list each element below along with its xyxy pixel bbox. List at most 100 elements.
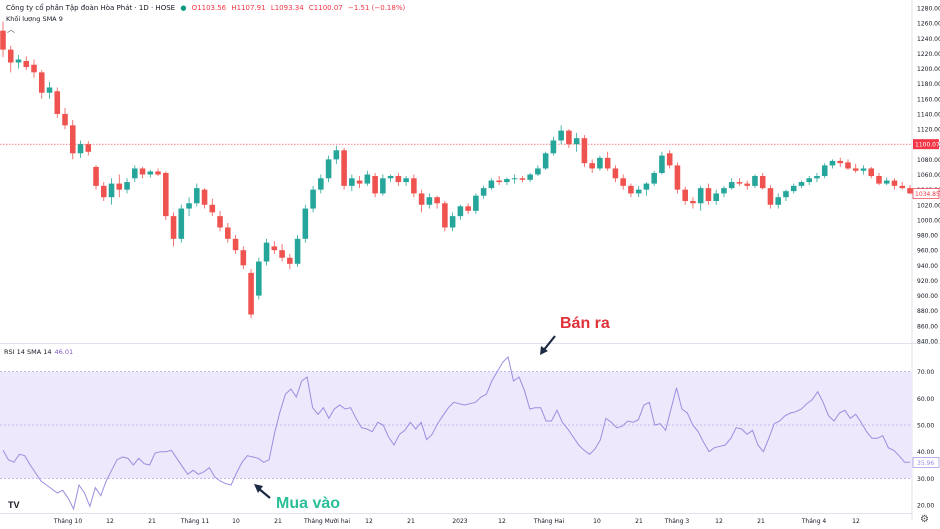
candle-body (814, 176, 820, 179)
current-price-badge (913, 139, 939, 150)
price-tick-label: 1280.00 (917, 6, 940, 13)
candle-body (899, 185, 906, 189)
rsi-tick-label: 40.00 (917, 449, 934, 456)
candle-body (845, 162, 851, 169)
candle-body (519, 178, 526, 180)
candle-body (837, 160, 844, 164)
candle-body (372, 176, 378, 194)
candle-body (697, 188, 704, 204)
sell-arrow-shaft (542, 335, 556, 352)
candle-body (287, 257, 293, 264)
candle-body (15, 59, 22, 63)
time-tick-label: 2023 (452, 518, 467, 525)
candle-body (705, 188, 712, 201)
rsi-tick-label: 50.00 (917, 423, 934, 430)
time-tick-label: Tháng 10 (53, 518, 82, 525)
candle-body (690, 200, 696, 204)
candle-body (325, 159, 332, 179)
price-tick-label: 1240.00 (917, 36, 940, 43)
candle-body (868, 168, 875, 177)
candle-body (860, 168, 867, 171)
candle-body (635, 189, 642, 194)
candle-body (147, 171, 154, 175)
candle-body (542, 153, 549, 169)
candle-body (806, 178, 813, 183)
change-value: −1.51 (−0.18%) (347, 4, 406, 12)
rsi-panel[interactable]: 20.00 30.00 40.00 50.00 60.00 70.00 35.96 (0, 356, 940, 511)
time-tick-label: 21 (757, 518, 765, 525)
time-tick-label: 10 (593, 518, 601, 525)
time-axis[interactable]: Tháng 10 12 21 Tháng 11 10 21 Tháng Mười hai 12… (0, 513, 912, 526)
candle-body (612, 168, 619, 179)
candle-body (783, 191, 789, 198)
candle-body (333, 150, 340, 160)
candle-body (356, 180, 363, 184)
price-tick-label: 1200.00 (917, 66, 940, 73)
tradingview-logo[interactable]: TV (8, 500, 20, 510)
candle-body (263, 242, 270, 262)
chevron-up-icon[interactable]: ︿ (7, 25, 15, 34)
price-tick-label: 1020.00 (917, 202, 940, 209)
candle-body (604, 157, 611, 169)
time-tick-label: 12 (498, 518, 506, 525)
candle-body (232, 238, 239, 251)
time-tick-label: 10 (232, 518, 240, 525)
price-tick-label: 1260.00 (917, 21, 940, 28)
candle-body (674, 165, 681, 190)
high-value: H1107.91 (231, 4, 266, 12)
candle-body (124, 182, 130, 190)
candle-body (566, 130, 572, 145)
time-tick-label: 21 (407, 518, 415, 525)
rsi-label: RSI 14 SMA 14 (4, 348, 52, 356)
time-tick-label: Tháng 3 (664, 518, 690, 525)
rsi-value: 46.01 (54, 348, 74, 356)
last-price-label: 1034.85 (915, 191, 940, 198)
price-tick-label: 1060.00 (917, 172, 940, 179)
price-tick-label: 1220.00 (917, 51, 940, 58)
time-tick-label: Tháng 4 (801, 518, 827, 525)
candle-body (535, 168, 541, 175)
price-tick-label: 920.00 (917, 278, 938, 285)
candle-body (589, 163, 595, 169)
candle-body (891, 180, 898, 186)
candle-body (682, 189, 688, 201)
candle-body (23, 60, 30, 68)
candle-body (186, 203, 192, 209)
time-tick-label: Tháng 11 (180, 518, 209, 525)
time-tick-label: 12 (365, 518, 373, 525)
price-tick-label: 900.00 (917, 293, 938, 300)
candle-body (155, 171, 161, 175)
candle-body (100, 185, 107, 198)
symbol-title[interactable]: Công ty cổ phần Tập đoàn Hòa Phát · 1D ·… (6, 4, 176, 12)
rsi-tick-label: 60.00 (917, 396, 934, 403)
candle-body (93, 166, 99, 186)
annotation-arrows (254, 335, 556, 499)
candle-body (581, 138, 588, 164)
gear-icon[interactable]: ⚙ (920, 514, 929, 525)
candle-body (108, 183, 115, 198)
time-tick-label: 12 (106, 518, 114, 525)
candle-body (597, 157, 603, 169)
rsi-value-label: 35.96 (917, 460, 934, 467)
candle-body (178, 208, 185, 239)
volume-indicator-label[interactable]: Khối lượng SMA 9 (6, 15, 63, 23)
time-tick-label: 21 (635, 518, 643, 525)
candle-body (318, 178, 324, 190)
candle-body (620, 178, 626, 186)
price-tick-label: 840.00 (917, 339, 938, 346)
candle-body (201, 189, 208, 205)
candle-body (907, 188, 913, 194)
rsi-tick-label: 70.00 (917, 369, 934, 376)
candle-body (759, 176, 766, 189)
candle-body (527, 174, 533, 180)
rsi-legend[interactable]: RSI 14 SMA 14 46.01 (4, 348, 73, 356)
candle-body (131, 168, 138, 179)
candle-body (7, 49, 14, 63)
buy-arrow-head (254, 484, 263, 493)
price-tick-label: 860.00 (917, 323, 938, 330)
low-value: L1093.34 (270, 4, 304, 12)
candle-body (77, 144, 84, 154)
price-tick-label: 1180.00 (917, 81, 940, 88)
